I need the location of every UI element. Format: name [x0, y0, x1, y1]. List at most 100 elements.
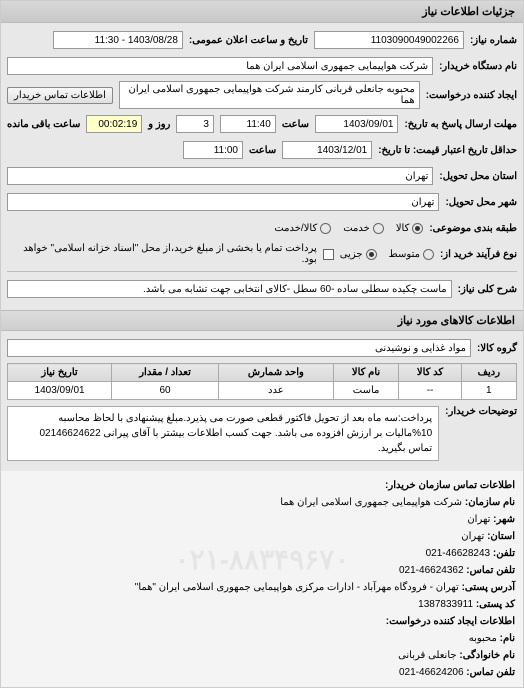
validity-time-label: ساعت — [249, 145, 276, 156]
contact-buyer-button[interactable]: اطلاعات تماس خریدار — [7, 87, 113, 104]
org-label: نام سازمان: — [465, 497, 515, 508]
th-date: تاریخ نیاز — [8, 364, 112, 382]
row-province: استان محل تحویل: تهران — [7, 165, 517, 187]
radio-medium[interactable]: متوسط — [389, 249, 434, 260]
contact-header: اطلاعات تماس سازمان خریدار: — [385, 480, 515, 491]
province-label: استان محل تحویل: — [439, 171, 517, 182]
row-city: شهر محل تحویل: تهران — [7, 191, 517, 213]
days-label: روز و — [148, 119, 170, 130]
contact-block: ۰۲۱-۸۸۳۴۹۶۷۰ اطلاعات تماس سازمان خریدار:… — [1, 471, 523, 687]
th-unit: واحد شمارش — [219, 364, 334, 382]
cell-name: ماست — [333, 382, 399, 400]
deadline-days: 3 — [176, 115, 214, 133]
radio-goods-service-label: کالا/خدمت — [274, 223, 317, 234]
radio-service[interactable]: خدمت — [343, 223, 384, 234]
radio-dot-icon — [366, 249, 377, 260]
radio-partial-label: جزیی — [340, 249, 363, 260]
th-index: ردیف — [461, 364, 516, 382]
items-table: ردیف کد کالا نام کالا واحد شمارش تعداد /… — [7, 363, 517, 400]
radio-goods-label: کالا — [396, 223, 410, 234]
th-code: کد کالا — [399, 364, 461, 382]
creator-phone-value: 46624206-021 — [399, 667, 464, 678]
validity-date: 1403/12/01 — [282, 141, 372, 159]
need-number-label: شماره نیاز: — [470, 35, 517, 46]
radio-service-label: خدمت — [343, 223, 370, 234]
radio-partial[interactable]: جزیی — [340, 249, 377, 260]
creator-value: محبوبه جانعلی قربانی کارمند شرکت هواپیما… — [119, 81, 420, 109]
city-value: تهران — [7, 193, 439, 211]
radio-dot-icon — [373, 223, 384, 234]
row-validity: حداقل تاریخ اعتبار قیمت: تا تاریخ: 1403/… — [7, 139, 517, 161]
creator-contact-header: اطلاعات ایجاد کننده درخواست: — [386, 616, 515, 627]
creator-family-label: نام خانوادگی: — [459, 650, 515, 661]
contact-province-label: استان: — [487, 531, 515, 542]
contact-city-label: شهر: — [493, 514, 515, 525]
goods-group-label: گروه کالا: — [477, 343, 517, 354]
radio-dot-icon — [412, 223, 423, 234]
contact-city-value: تهران — [467, 514, 490, 525]
cell-qty: 60 — [112, 382, 219, 400]
goods-group-value: مواد غذایی و نوشیدنی — [7, 339, 471, 357]
process-label: نوع فرآیند خرید از: — [440, 249, 517, 260]
radio-medium-label: متوسط — [389, 249, 420, 260]
radio-dot-icon — [320, 223, 331, 234]
contact-province-value: تهران — [461, 531, 484, 542]
radio-dot-icon — [423, 249, 434, 260]
row-buyer-desc: توضیحات خریدار: پرداخت:سه ماه بعد از تحو… — [7, 406, 517, 461]
contact-addr-label: آدرس پستی: — [462, 582, 515, 593]
buyer-desc-label: توضیحات خریدار: — [445, 406, 517, 417]
deadline-time-label: ساعت — [282, 119, 309, 130]
remaining-time: 00:02:19 — [86, 115, 142, 133]
buyer-label: نام دستگاه خریدار: — [439, 61, 517, 72]
contact-phone-value: 46628243-021 — [426, 548, 491, 559]
creator-family-value: جانعلی قربانی — [398, 650, 457, 661]
creator-name-value: محبوبه — [469, 633, 497, 644]
contact-fax-value: 46624362-021 — [399, 565, 464, 576]
remaining-label: ساعت باقی مانده — [7, 119, 80, 130]
cell-code: -- — [399, 382, 461, 400]
need-title-label: شرح کلی نیاز: — [458, 284, 517, 295]
contact-postal-label: کد پستی: — [476, 599, 515, 610]
deadline-label: مهلت ارسال پاسخ به تاریخ: — [404, 119, 517, 130]
radio-goods-service[interactable]: کالا/خدمت — [274, 223, 331, 234]
form-area: شماره نیاز: 1103090049002266 تاریخ و ساع… — [1, 23, 523, 310]
creator-name-label: نام: — [500, 633, 515, 644]
validity-time: 11:00 — [183, 141, 243, 159]
contact-phone-label: تلفن: — [493, 548, 515, 559]
panel-title: جزئیات اطلاعات نیاز — [1, 1, 523, 23]
announce-label: تاریخ و ساعت اعلان عمومی: — [189, 35, 308, 46]
treasury-checkbox[interactable] — [323, 249, 334, 260]
deadline-date: 1403/09/01 — [315, 115, 398, 133]
subject-class-label: طبقه بندی موضوعی: — [429, 223, 517, 234]
need-number-value: 1103090049002266 — [314, 31, 464, 49]
cell-index: 1 — [461, 382, 516, 400]
cell-unit: عدد — [219, 382, 334, 400]
need-details-panel: جزئیات اطلاعات نیاز شماره نیاز: 11030900… — [0, 0, 524, 688]
radio-goods[interactable]: کالا — [396, 223, 424, 234]
row-need-title: شرح کلی نیاز: ماست چکیده سطلی ساده -60 س… — [7, 278, 517, 300]
city-label: شهر محل تحویل: — [445, 197, 517, 208]
row-need-number: شماره نیاز: 1103090049002266 تاریخ و ساع… — [7, 29, 517, 51]
table-row: 1 -- ماست عدد 60 1403/09/01 — [8, 382, 517, 400]
treasury-label: پرداخت تمام یا بخشی از مبلغ خرید،از محل … — [7, 243, 317, 265]
creator-phone-label: تلفن تماس: — [466, 667, 515, 678]
items-area: گروه کالا: مواد غذایی و نوشیدنی ردیف کد … — [1, 331, 523, 471]
buyer-desc-text: پرداخت:سه ماه بعد از تحویل فاکتور قطعی ص… — [7, 406, 439, 461]
deadline-time: 11:40 — [220, 115, 276, 133]
process-radio-group: متوسط جزیی — [340, 249, 434, 260]
announce-value: 1403/08/28 - 11:30 — [53, 31, 183, 49]
table-header-row: ردیف کد کالا نام کالا واحد شمارش تعداد /… — [8, 364, 517, 382]
items-section-title: اطلاعات کالاهای مورد نیاز — [1, 310, 523, 331]
row-deadline: مهلت ارسال پاسخ به تاریخ: 1403/09/01 ساع… — [7, 113, 517, 135]
th-qty: تعداد / مقدار — [112, 364, 219, 382]
contact-fax-label: تلفن تماس: — [466, 565, 515, 576]
contact-postal-value: 1387833911 — [418, 599, 473, 610]
row-subject-class: طبقه بندی موضوعی: کالا خدمت کالا/خدمت — [7, 217, 517, 239]
row-process-type: نوع فرآیند خرید از: متوسط جزیی پرداخت تم… — [7, 243, 517, 265]
row-goods-group: گروه کالا: مواد غذایی و نوشیدنی — [7, 337, 517, 359]
province-value: تهران — [7, 167, 433, 185]
divider — [7, 271, 517, 272]
creator-label: ایجاد کننده درخواست: — [426, 90, 517, 101]
subject-radio-group: کالا خدمت کالا/خدمت — [274, 223, 423, 234]
contact-addr-value: تهران - فرودگاه مهرآباد - ادارات مرکزی ه… — [135, 582, 459, 593]
